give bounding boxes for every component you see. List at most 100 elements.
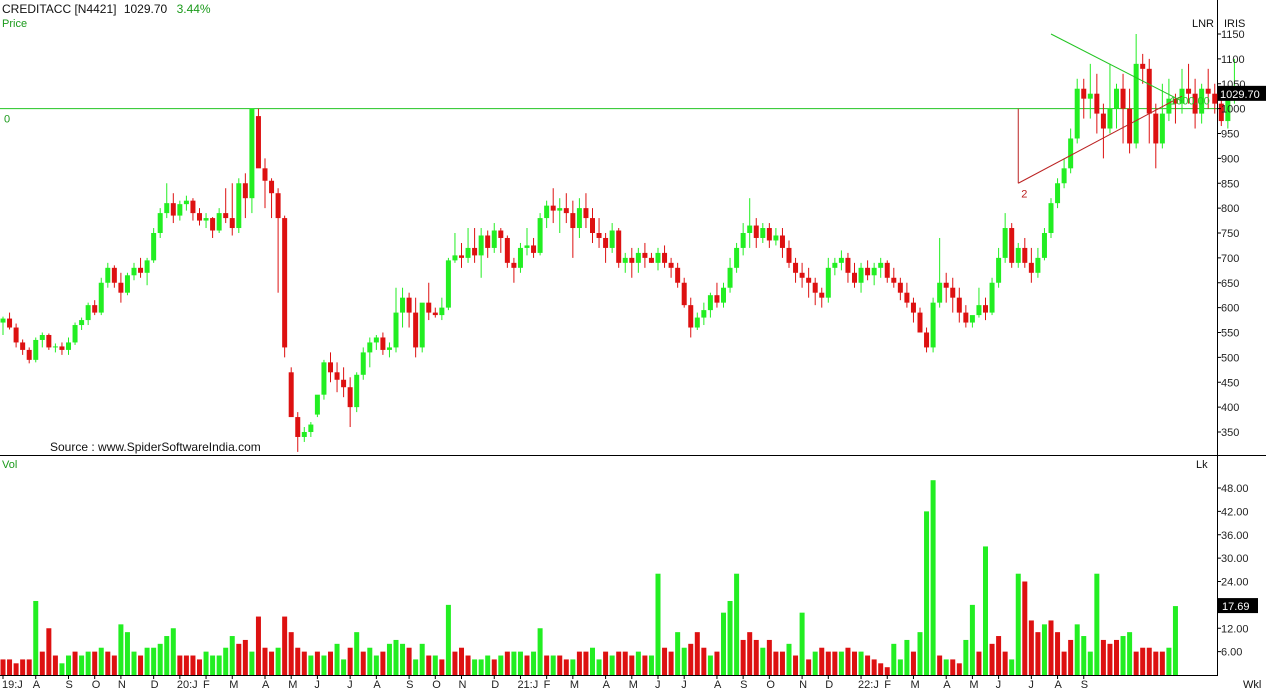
volume-bar <box>996 636 1002 675</box>
period-label[interactable]: Wkl <box>1243 679 1261 691</box>
candle <box>583 193 589 229</box>
candle <box>956 287 962 323</box>
volume-bar <box>1172 606 1178 675</box>
volume-bar <box>354 632 360 675</box>
price-tick-label: 600 <box>1221 303 1239 315</box>
candle-body <box>1159 113 1165 144</box>
volume-bar <box>314 651 320 675</box>
time-tick-label: A <box>714 679 722 691</box>
candle <box>1087 63 1093 119</box>
candle <box>1114 83 1119 129</box>
candle-body <box>937 282 943 303</box>
candle <box>1218 98 1224 127</box>
volume-bar <box>138 655 144 675</box>
candle <box>334 362 340 393</box>
volume-bar <box>504 651 510 675</box>
candle <box>734 242 740 273</box>
candle-body <box>478 235 484 256</box>
volume-bar <box>642 655 648 675</box>
scale-mode-label[interactable]: LNR <box>1192 18 1214 30</box>
candle-body <box>852 272 857 283</box>
candle <box>13 323 19 348</box>
candle <box>1192 78 1198 129</box>
candle-body <box>85 305 91 321</box>
candle-body <box>347 387 353 408</box>
candle <box>118 272 124 303</box>
candle <box>1140 53 1146 84</box>
candle-body <box>1225 98 1231 122</box>
volume-bar <box>1009 659 1015 675</box>
candle-body <box>183 200 189 205</box>
candle-body <box>1107 108 1113 129</box>
volume-bar <box>301 651 307 675</box>
candle-body <box>1166 98 1172 114</box>
chart-style-label[interactable]: IRIS <box>1224 18 1245 30</box>
candle <box>341 367 347 398</box>
time-tick-label: M <box>969 679 978 691</box>
candle-body <box>210 218 216 231</box>
time-tick-label: D <box>491 679 499 691</box>
volume-bar <box>531 651 537 675</box>
candle <box>1100 103 1106 159</box>
volume-bar <box>878 663 884 675</box>
candle <box>210 217 216 238</box>
volume-bar <box>675 632 681 675</box>
volume-bar <box>1127 632 1133 675</box>
candle <box>616 228 622 268</box>
price-tick-label: 1150 <box>1221 29 1245 41</box>
candle <box>301 427 307 442</box>
volume-bar <box>891 643 897 675</box>
candle <box>878 257 884 278</box>
candle-body <box>1022 247 1028 263</box>
candle <box>740 223 746 256</box>
candle <box>622 252 628 273</box>
candle <box>1074 78 1080 144</box>
candle <box>662 245 668 268</box>
candle-body <box>930 302 936 348</box>
candle <box>871 262 877 286</box>
candle <box>33 337 39 363</box>
volume-bar <box>956 663 962 675</box>
candle-body <box>838 257 844 263</box>
time-tick-label: 22:J <box>858 679 879 691</box>
candle <box>1035 247 1041 278</box>
candle-body <box>269 180 275 194</box>
candle-body <box>583 208 589 219</box>
candle-body <box>288 372 294 418</box>
volume-bar <box>1048 620 1054 675</box>
volume-bar <box>852 651 857 675</box>
time-tick-label: F <box>884 679 891 691</box>
change-percent: 3.44% <box>177 2 211 16</box>
candle-body <box>0 318 6 323</box>
volume-bar <box>590 647 595 675</box>
candle-body <box>819 292 825 298</box>
volume-bar <box>838 651 844 675</box>
candle-body <box>629 257 635 263</box>
candle-body <box>675 267 681 283</box>
candle-body <box>832 262 838 268</box>
volume-bar <box>197 659 202 675</box>
candle-body <box>445 260 451 308</box>
candle-body <box>105 267 111 283</box>
candle-body <box>1186 88 1192 94</box>
volume-bar <box>989 643 995 675</box>
volume-bar <box>269 651 275 675</box>
candle-body <box>747 225 753 233</box>
candle <box>269 178 275 219</box>
candle <box>721 282 726 308</box>
volume-bar <box>321 655 327 675</box>
candle <box>1068 128 1074 174</box>
candle-body <box>406 297 412 313</box>
candle <box>426 282 432 321</box>
volume-bar <box>609 655 615 675</box>
volume-bar <box>1022 581 1028 675</box>
volume-bar <box>622 651 628 675</box>
time-tick-label: S <box>66 679 73 691</box>
volume-bar <box>793 655 799 675</box>
candle-body <box>275 193 281 219</box>
volume-bar <box>635 651 641 675</box>
volume-bar <box>59 663 65 675</box>
candle <box>26 347 32 364</box>
candle <box>544 200 550 229</box>
